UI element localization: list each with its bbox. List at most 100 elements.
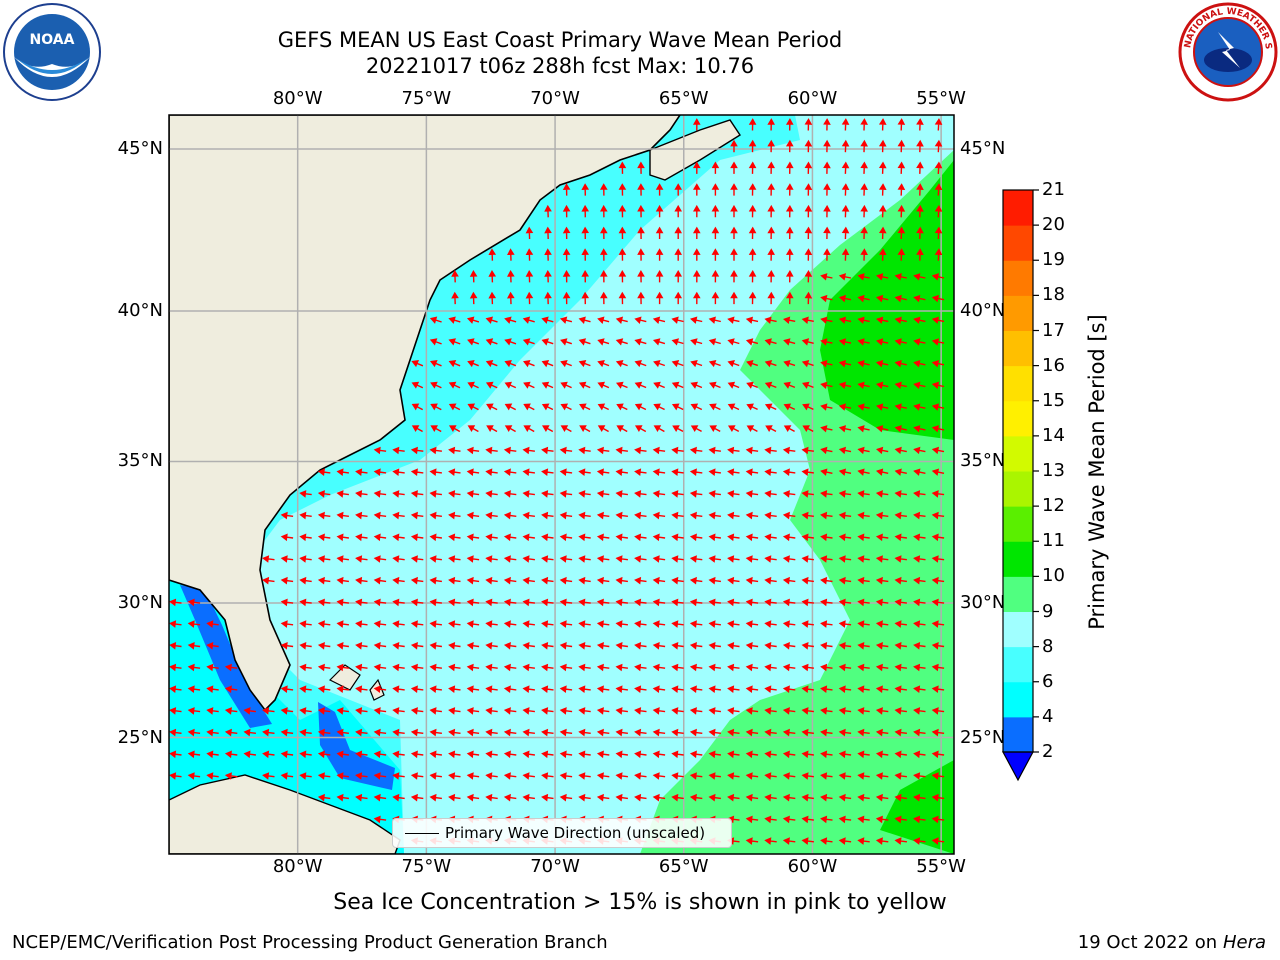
wave-direction-arrow	[894, 359, 907, 368]
wave-direction-arrow	[596, 685, 610, 694]
wave-direction-arrow	[820, 728, 833, 737]
wave-direction-arrow	[655, 270, 664, 283]
wave-direction-arrow	[785, 161, 794, 174]
wave-direction-arrow	[430, 381, 442, 389]
wave-direction-arrow	[618, 226, 627, 240]
wave-direction-arrow	[711, 226, 720, 239]
wave-direction-arrow	[466, 598, 480, 607]
wave-direction-arrow	[894, 425, 907, 433]
wave-direction-arrow	[488, 291, 497, 305]
axis-tick-label: 70°W	[530, 88, 580, 109]
wave-direction-arrow	[782, 533, 796, 542]
wave-direction-arrow	[727, 793, 740, 802]
wave-direction-arrow	[485, 793, 498, 802]
wave-direction-arrow	[652, 620, 666, 628]
colorbar-tick-label: 17	[1042, 319, 1065, 341]
wave-direction-arrow	[169, 598, 182, 607]
wave-direction-arrow	[894, 468, 907, 476]
wave-direction-arrow	[562, 248, 571, 261]
colorbar-tick-label: 12	[1042, 495, 1065, 517]
wave-direction-arrow	[336, 772, 349, 780]
wave-direction-arrow	[857, 490, 870, 498]
wave-direction-arrow	[562, 183, 571, 196]
wave-direction-arrow	[410, 468, 424, 477]
wave-direction-arrow	[466, 728, 480, 737]
wave-direction-arrow	[857, 468, 870, 476]
wave-direction-arrow	[597, 403, 610, 411]
wave-direction-arrow	[727, 750, 740, 759]
wave-direction-arrow	[804, 183, 813, 196]
wave-direction-arrow	[931, 403, 945, 411]
colorbar-segment	[1003, 365, 1033, 402]
wave-direction-arrow	[317, 533, 331, 542]
wave-direction-arrow	[931, 598, 945, 607]
wave-direction-arrow	[652, 793, 666, 802]
wave-direction-arrow	[541, 425, 554, 433]
wave-direction-arrow	[875, 598, 889, 607]
wave-direction-arrow	[931, 620, 945, 628]
wave-direction-arrow	[931, 359, 945, 368]
wave-direction-arrow	[466, 511, 480, 520]
wave-direction-arrow	[559, 598, 573, 607]
wave-direction-arrow	[782, 555, 796, 563]
wave-direction-arrow	[894, 620, 907, 628]
wave-direction-arrow	[708, 772, 721, 780]
wave-direction-arrow	[503, 598, 517, 607]
wave-direction-arrow	[838, 403, 852, 411]
wave-direction-arrow	[429, 446, 442, 455]
wave-direction-arrow	[317, 511, 331, 520]
wave-direction-arrow	[782, 793, 796, 802]
wave-direction-arrow	[410, 641, 424, 650]
wave-direction-arrow	[860, 118, 868, 131]
wave-direction-arrow	[448, 750, 461, 759]
wave-direction-arrow	[785, 248, 794, 261]
wave-direction-arrow	[823, 139, 831, 153]
wave-direction-arrow	[674, 248, 683, 261]
wave-direction-arrow	[559, 793, 573, 802]
wave-direction-arrow	[894, 685, 907, 694]
wave-direction-arrow	[782, 815, 796, 824]
wave-direction-arrow	[689, 772, 703, 780]
wave-direction-arrow	[634, 446, 647, 455]
wave-direction-arrow	[560, 381, 572, 389]
wave-direction-arrow	[894, 707, 907, 715]
wave-direction-arrow	[727, 316, 740, 324]
axis-tick-label: 35°N	[960, 450, 1006, 472]
wave-direction-arrow	[541, 381, 554, 389]
wave-direction-arrow	[618, 161, 627, 174]
wave-direction-arrow	[578, 338, 591, 346]
wave-direction-arrow	[280, 511, 294, 520]
wave-direction-arrow	[931, 815, 945, 824]
wave-direction-arrow	[317, 576, 331, 585]
wave-direction-arrow	[448, 425, 461, 433]
wave-direction-arrow	[674, 204, 683, 218]
wave-direction-arrow	[820, 598, 833, 607]
wave-direction-arrow	[745, 555, 759, 563]
wave-direction-arrow	[801, 576, 814, 585]
wave-direction-arrow	[801, 707, 814, 715]
wave-direction-arrow	[820, 576, 833, 585]
wave-direction-arrow	[875, 490, 889, 498]
wave-direction-arrow	[578, 446, 591, 455]
wave-direction-arrow	[280, 576, 294, 585]
wave-direction-arrow	[206, 685, 219, 694]
wave-direction-arrow	[336, 685, 349, 694]
wave-direction-arrow	[169, 685, 182, 694]
wave-direction-arrow	[596, 707, 610, 715]
wave-direction-arrow	[689, 533, 703, 542]
wave-direction-arrow	[615, 772, 628, 780]
wave-direction-arrow	[748, 118, 757, 131]
wave-direction-arrow	[764, 598, 777, 607]
wave-direction-arrow	[916, 118, 924, 131]
wave-direction-arrow	[466, 446, 480, 455]
wave-direction-arrow	[897, 248, 906, 261]
wave-direction-arrow	[782, 750, 796, 759]
wave-direction-arrow	[745, 641, 759, 650]
wave-direction-arrow	[894, 403, 907, 411]
wave-direction-arrow	[541, 446, 554, 455]
wave-direction-arrow	[934, 226, 943, 240]
wave-direction-arrow	[615, 468, 628, 477]
wave-direction-arrow	[934, 248, 943, 261]
wave-direction-arrow	[838, 837, 852, 845]
wave-direction-arrow	[875, 772, 889, 780]
